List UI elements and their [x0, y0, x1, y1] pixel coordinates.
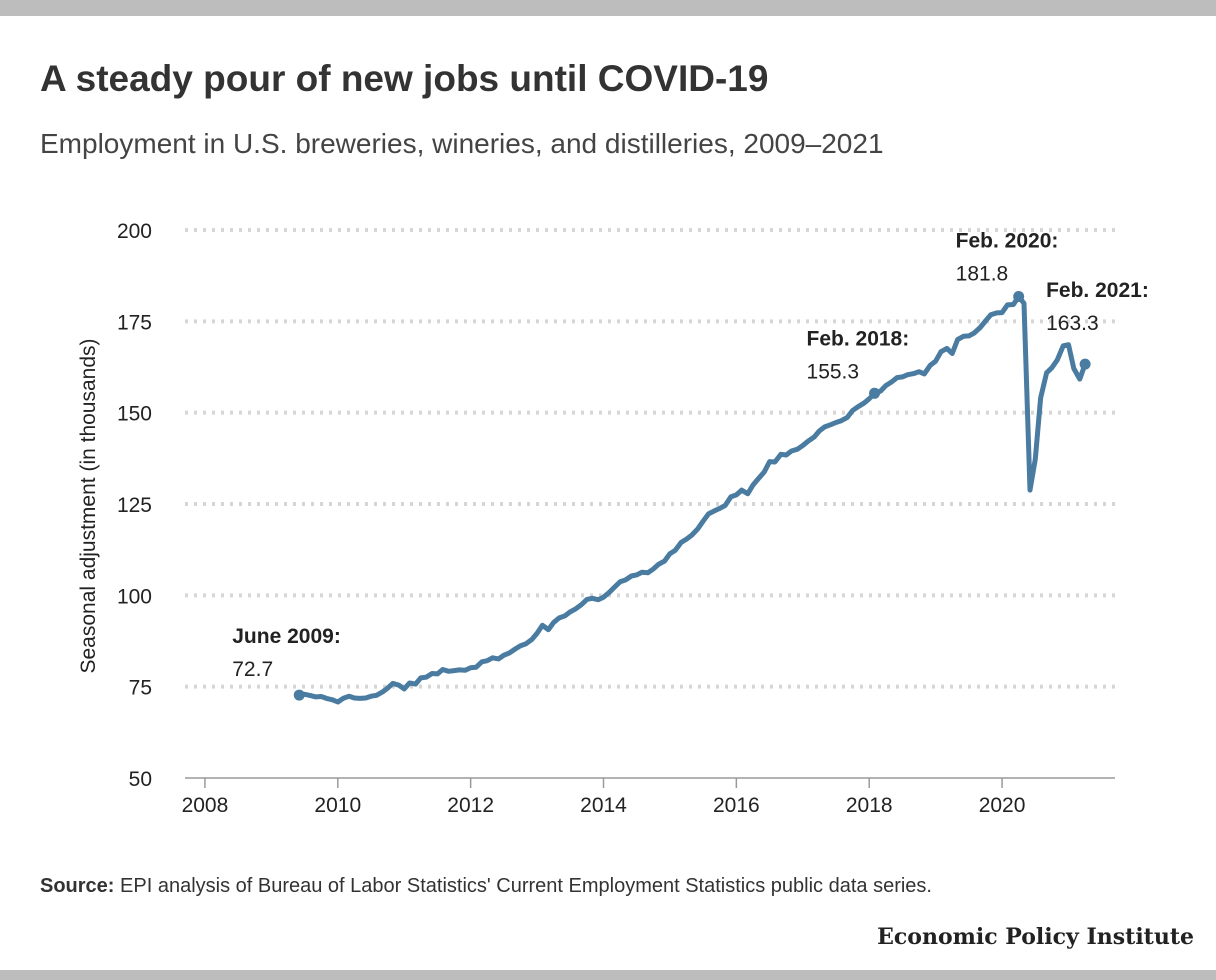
x-tick-label: 2014	[580, 794, 627, 817]
y-tick-label: 150	[117, 403, 152, 426]
x-tick-label: 2018	[846, 794, 893, 817]
chart-subtitle: Employment in U.S. breweries, wineries, …	[40, 128, 884, 159]
x-tick-label: 2020	[979, 794, 1026, 817]
annotation-label: Feb. 2018:	[807, 327, 910, 350]
bottom-border-bar	[0, 970, 1216, 980]
source-label: Source:	[40, 875, 115, 897]
annotation-value: 155.3	[807, 360, 860, 383]
annotation-label: Feb. 2020:	[956, 229, 1059, 252]
x-tick-label: 2010	[314, 794, 361, 817]
annotation-point	[1013, 290, 1025, 302]
annotation-label: Feb. 2021:	[1046, 279, 1149, 302]
annotation-point	[1079, 358, 1091, 370]
y-tick-label: 200	[117, 220, 152, 243]
annotation-value: 163.3	[1046, 312, 1099, 335]
source-text: EPI analysis of Bureau of Labor Statisti…	[114, 875, 932, 897]
source-note: Source: EPI analysis of Bureau of Labor …	[40, 875, 932, 898]
series-line-0	[296, 294, 1088, 705]
annotation-point	[293, 689, 305, 701]
brand-logo-text: Economic Policy Institute	[877, 924, 1194, 950]
x-tick-label: 2012	[447, 794, 494, 817]
y-tick-label: 50	[129, 768, 152, 791]
y-tick-label: 75	[129, 677, 152, 700]
x-tick-label: 2016	[713, 794, 760, 817]
line-chart: 50 75 100 125 150 175 200 2008 2010 2012 2014 2016 2…	[77, 220, 1149, 817]
top-border-bar	[0, 0, 1216, 16]
y-tick-label: 125	[117, 494, 152, 517]
y-tick-label: 175	[117, 311, 152, 334]
annotation-value: 181.8	[956, 262, 1009, 285]
annotation-point	[869, 387, 881, 399]
y-axis-label: Seasonal adjustment (in thousands)	[77, 338, 100, 673]
chart-title: A steady pour of new jobs until COVID-19	[40, 58, 769, 99]
y-tick-label: 100	[117, 585, 152, 608]
annotation-label: June 2009:	[232, 625, 341, 648]
x-tick-label: 2008	[182, 794, 229, 817]
annotation-value: 72.7	[232, 658, 273, 681]
